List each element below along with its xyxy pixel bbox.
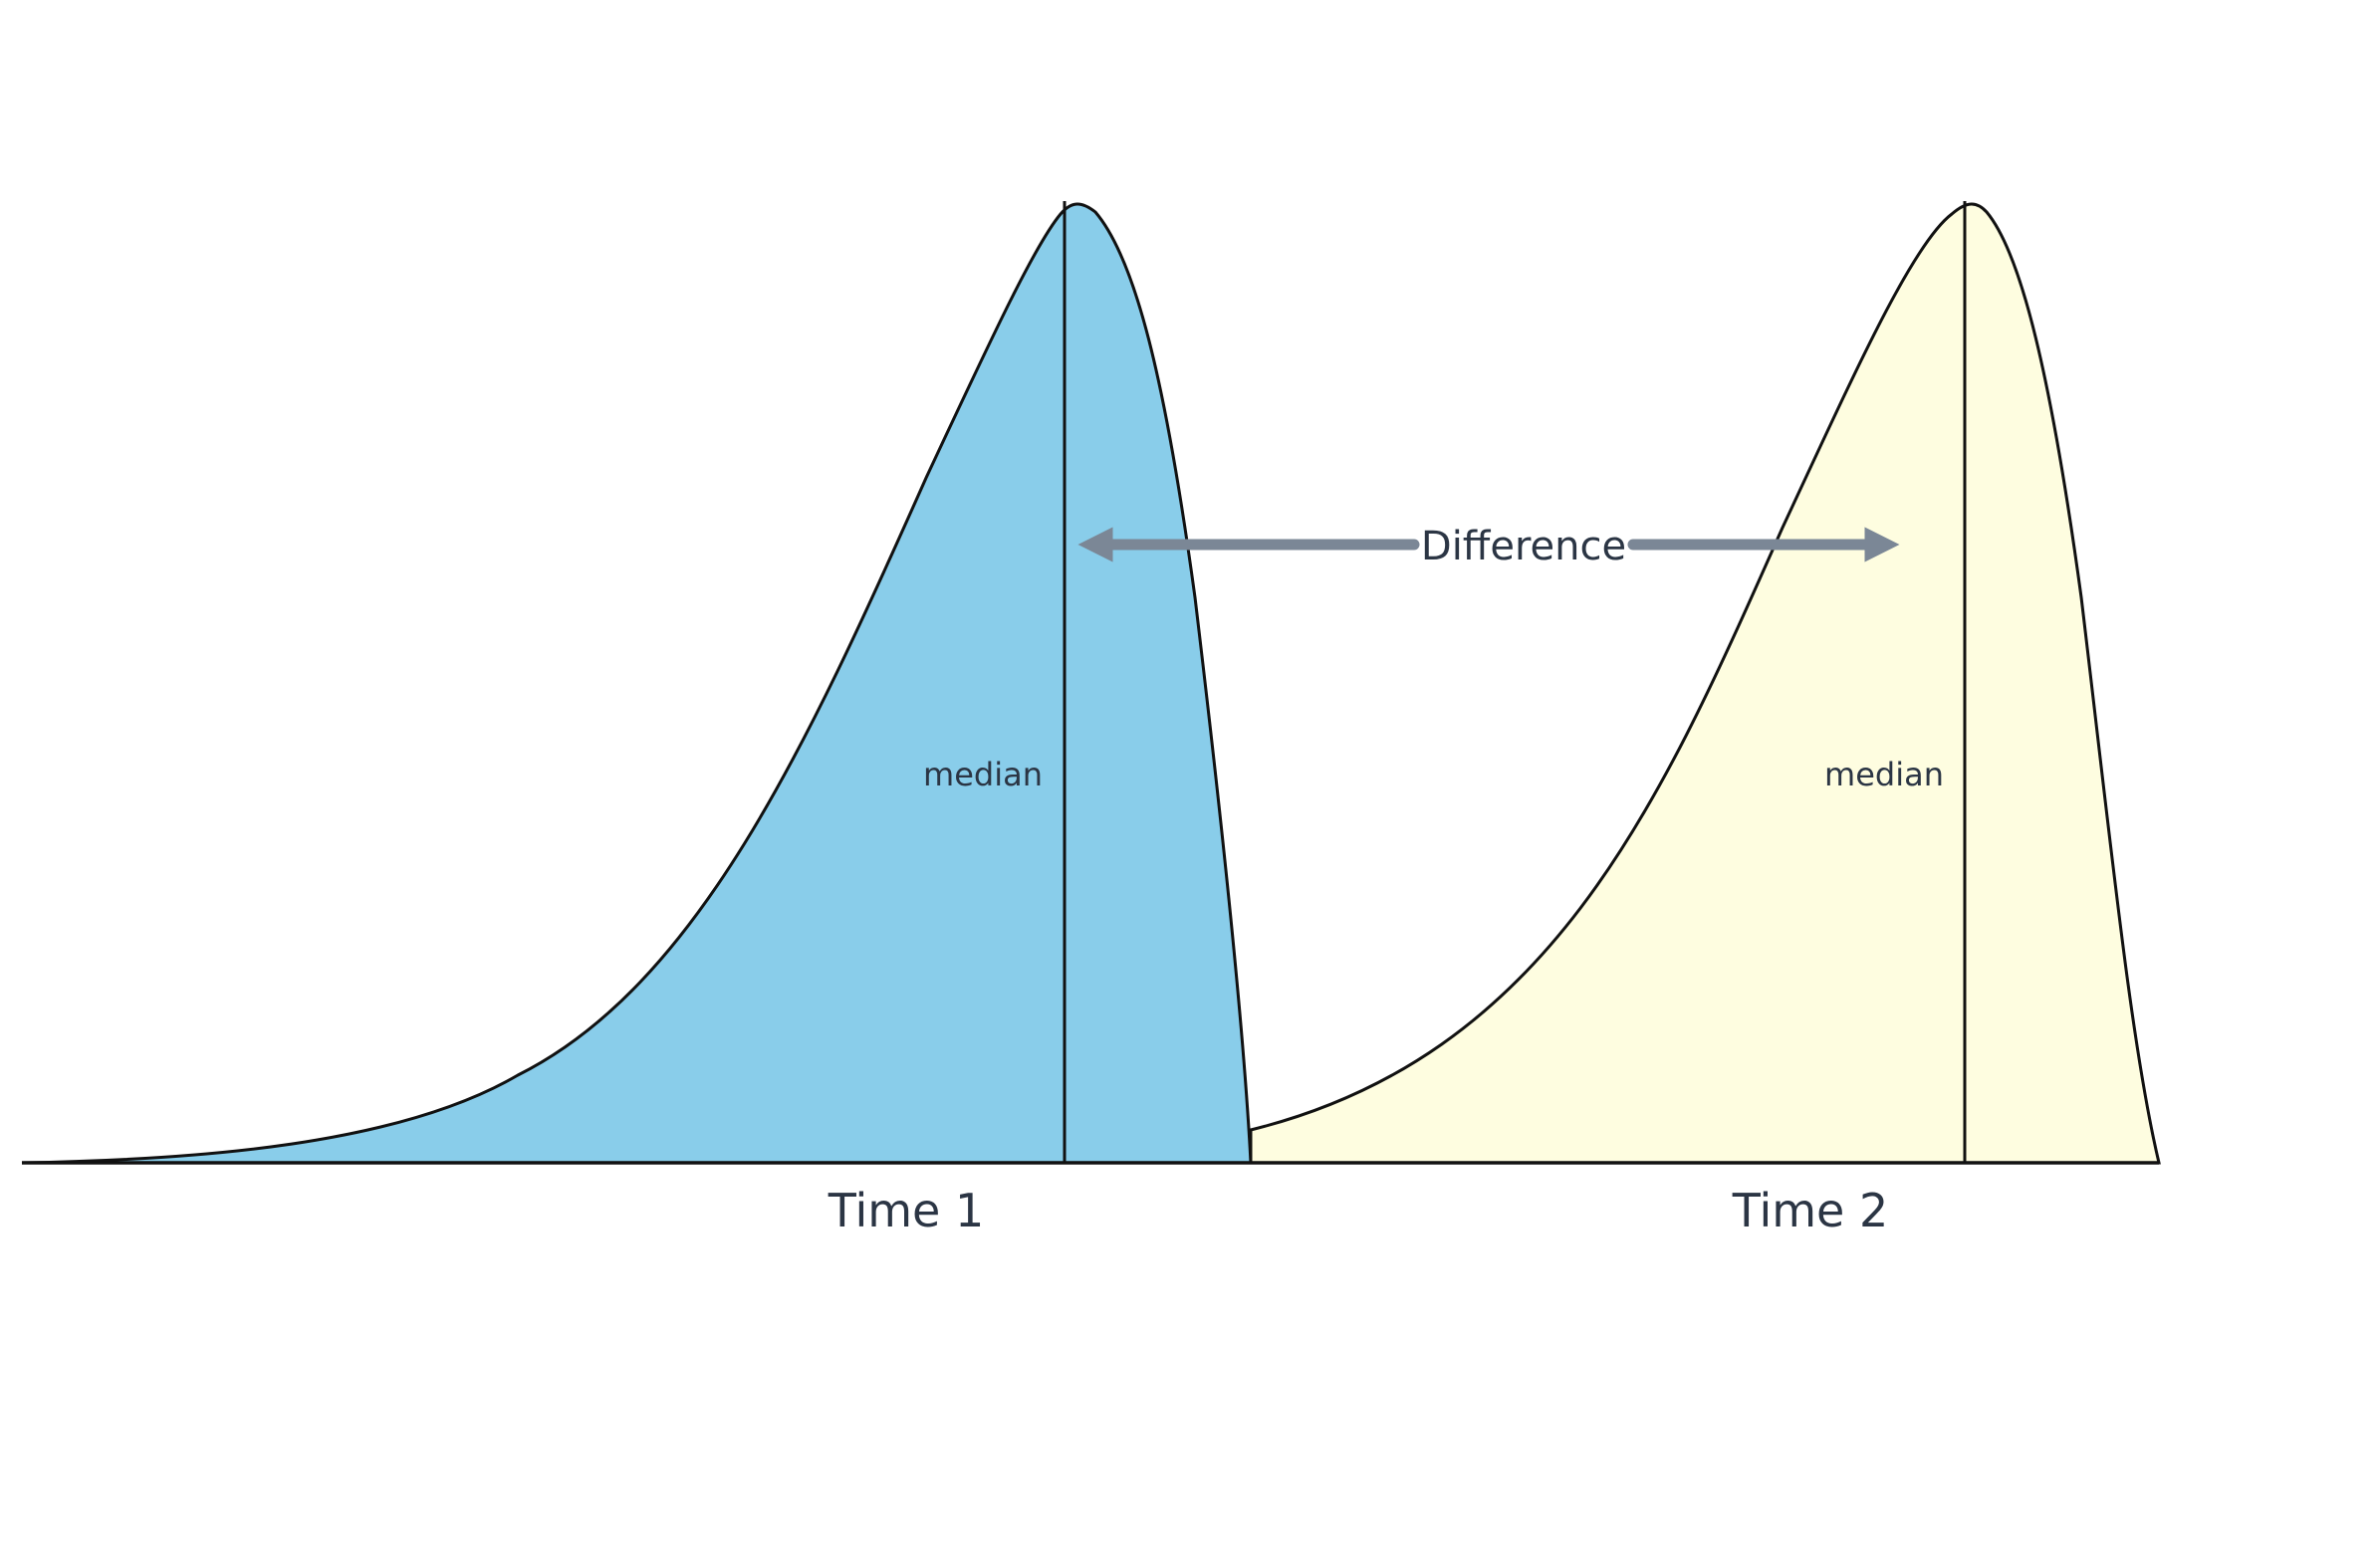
time2-distribution-area <box>1249 202 2161 1165</box>
time1-distribution-area <box>21 202 1253 1165</box>
difference-label: Difference <box>1421 524 1626 569</box>
time1-label: Time 1 <box>828 1184 984 1237</box>
time2-label: Time 2 <box>1732 1184 1888 1237</box>
time2-median-label: median <box>1824 756 1944 793</box>
time1-median-label: median <box>923 756 1043 793</box>
